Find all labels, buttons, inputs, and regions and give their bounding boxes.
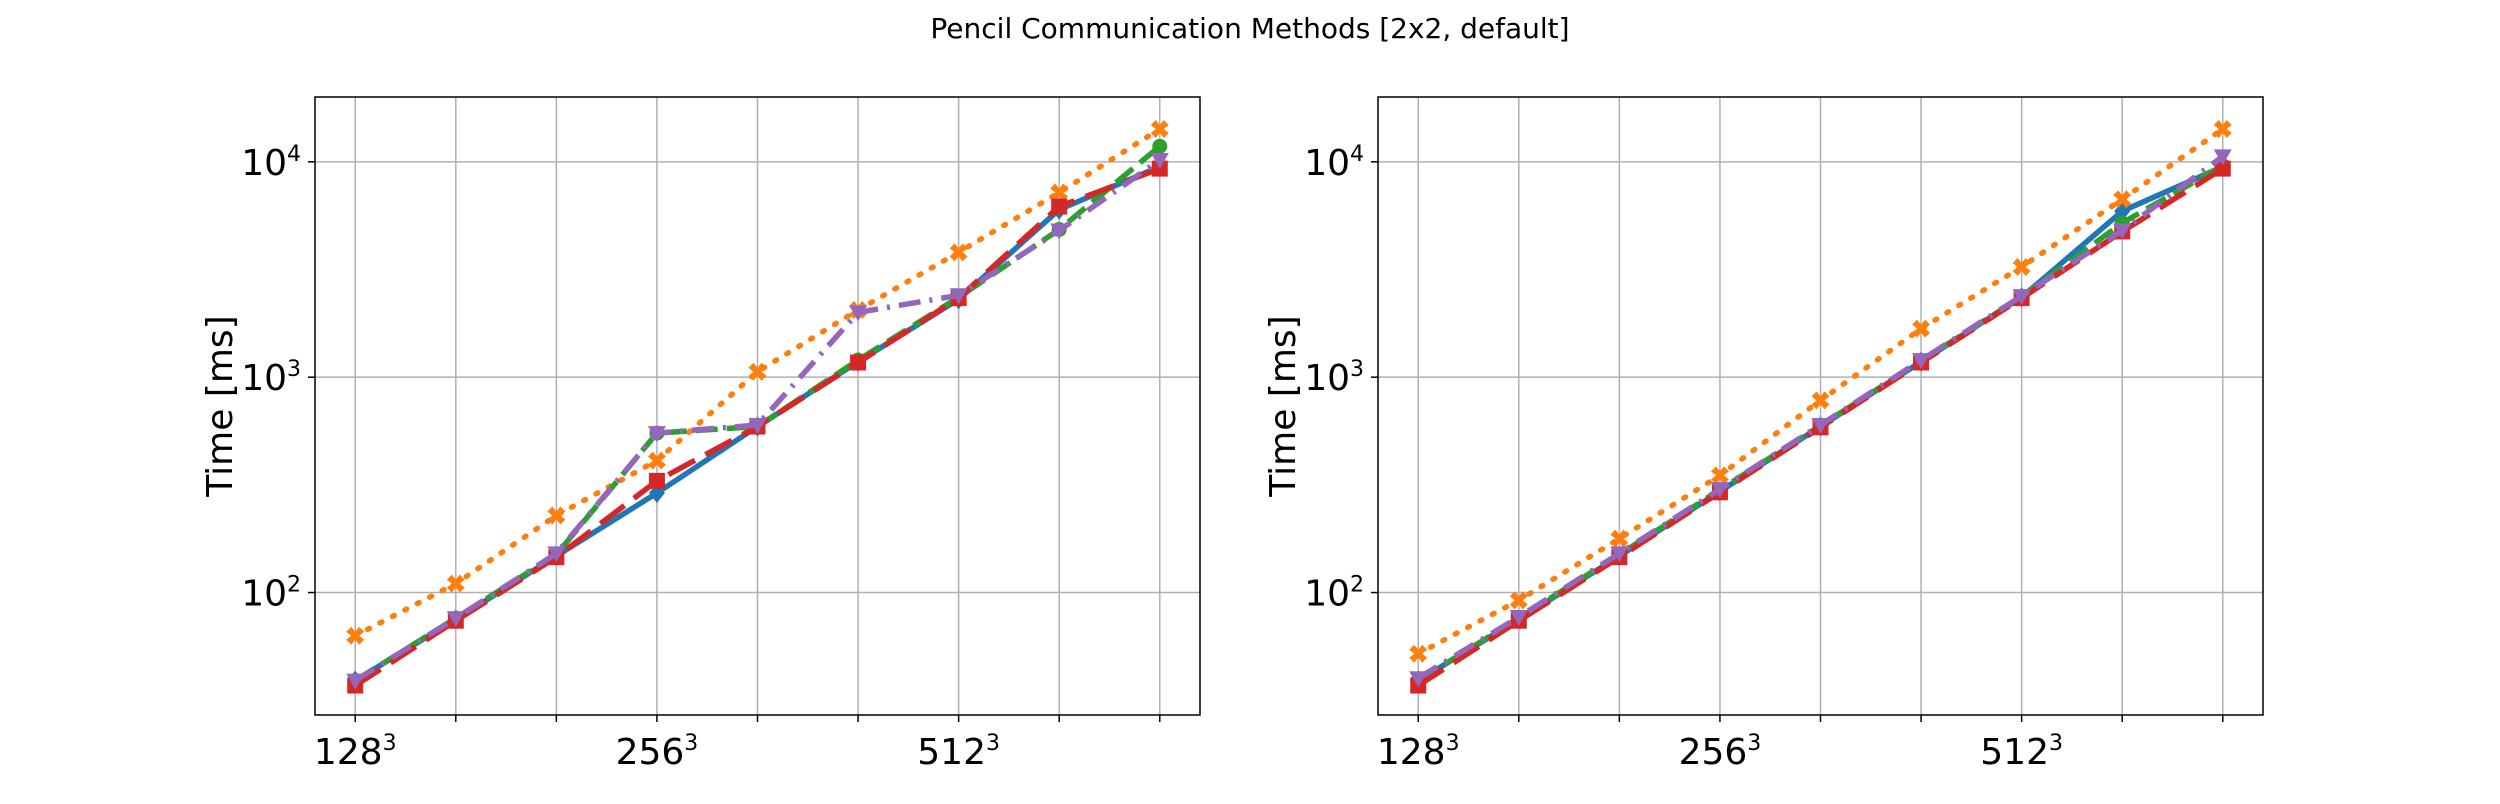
y-tick-label: 102 <box>1304 573 1364 615</box>
y-tick-label: 103 <box>1304 357 1364 399</box>
y-tick-base: 10 <box>1304 358 1350 399</box>
data-point <box>2214 160 2231 177</box>
data-point <box>2012 289 2031 306</box>
data-point <box>2213 149 2232 166</box>
data-point <box>1610 546 1629 563</box>
x-tick-exp: 3 <box>2049 731 2063 756</box>
data-point <box>2213 120 2232 139</box>
data-point <box>1050 183 1069 202</box>
y-tick-base: 10 <box>241 574 287 615</box>
data-point <box>648 472 665 489</box>
x-tick-base: 512 <box>1980 732 2049 773</box>
data-point <box>850 354 867 371</box>
x-tick-exp: 3 <box>986 731 1000 756</box>
y-tick-exp: 4 <box>1350 142 1364 167</box>
x-tick-base: 128 <box>1377 732 1446 773</box>
figure-title: Pencil Communication Methods [2x2, defau… <box>930 12 1569 45</box>
data-point <box>1811 417 1830 434</box>
x-tick-base: 256 <box>616 732 685 773</box>
data-point <box>748 417 767 434</box>
y-tick-base: 10 <box>1304 143 1350 184</box>
x-tick-label: 2563 <box>616 731 699 773</box>
x-tick-exp: 3 <box>1747 731 1761 756</box>
data-point <box>1710 466 1729 485</box>
series-line <box>353 157 1162 683</box>
data-point <box>1152 138 1168 154</box>
data-point <box>748 362 767 381</box>
data-point <box>1811 391 1830 410</box>
x-tick-base: 128 <box>314 732 383 773</box>
data-point <box>949 243 968 262</box>
data-point <box>1050 223 1069 240</box>
y-tick-exp: 2 <box>1350 573 1364 598</box>
x-tick-exp: 3 <box>1446 731 1460 756</box>
data-point <box>949 288 968 305</box>
y-tick-exp: 3 <box>287 357 301 382</box>
data-point <box>1912 319 1931 338</box>
y-tick-exp: 4 <box>287 142 301 167</box>
data-point <box>1509 609 1528 626</box>
y-tick-label: 102 <box>241 573 301 615</box>
x-tick-label: 2563 <box>1679 731 1762 773</box>
x-tick-base: 256 <box>1679 732 1748 773</box>
x-tick-label: 5123 <box>917 731 1000 773</box>
series-4 <box>346 152 1169 690</box>
y-tick-exp: 3 <box>1350 357 1364 382</box>
data-point <box>1409 671 1428 688</box>
series-1 <box>1409 120 2232 663</box>
x-tick-label: 5123 <box>1980 731 2063 773</box>
data-point <box>2113 190 2132 209</box>
data-point <box>1710 482 1729 499</box>
y-tick-label: 104 <box>241 142 301 184</box>
x-tick-base: 512 <box>917 732 986 773</box>
data-point <box>446 611 465 628</box>
data-point <box>547 546 566 563</box>
data-point <box>446 574 465 593</box>
data-point <box>647 426 666 443</box>
data-point <box>346 673 365 690</box>
data-point <box>647 451 666 470</box>
y-tick-base: 10 <box>1304 574 1350 615</box>
x-tick-label: 1283 <box>1377 731 1460 773</box>
data-point <box>1150 152 1169 169</box>
data-point <box>1912 353 1931 370</box>
y-tick-label: 103 <box>241 357 301 399</box>
series-line <box>352 126 1163 639</box>
data-point <box>849 305 868 322</box>
x-tick-label: 1283 <box>314 731 397 773</box>
data-point <box>1509 591 1528 610</box>
data-point <box>346 626 365 645</box>
data-point <box>2012 257 2031 276</box>
y-tick-label: 104 <box>1304 142 1364 184</box>
series-4 <box>1409 149 2232 688</box>
data-point <box>547 506 566 525</box>
y-tick-exp: 2 <box>287 573 301 598</box>
y-axis-label: Time [ms] <box>200 315 241 497</box>
data-point <box>1610 529 1629 548</box>
y-tick-base: 10 <box>241 358 287 399</box>
data-point <box>1051 198 1068 215</box>
data-point <box>1409 644 1428 663</box>
x-tick-exp: 3 <box>684 731 698 756</box>
data-point <box>1150 120 1169 139</box>
y-tick-base: 10 <box>241 143 287 184</box>
x-tick-exp: 3 <box>383 731 397 756</box>
y-axis-label: Time [ms] <box>1263 315 1304 497</box>
data-point <box>2113 223 2132 240</box>
